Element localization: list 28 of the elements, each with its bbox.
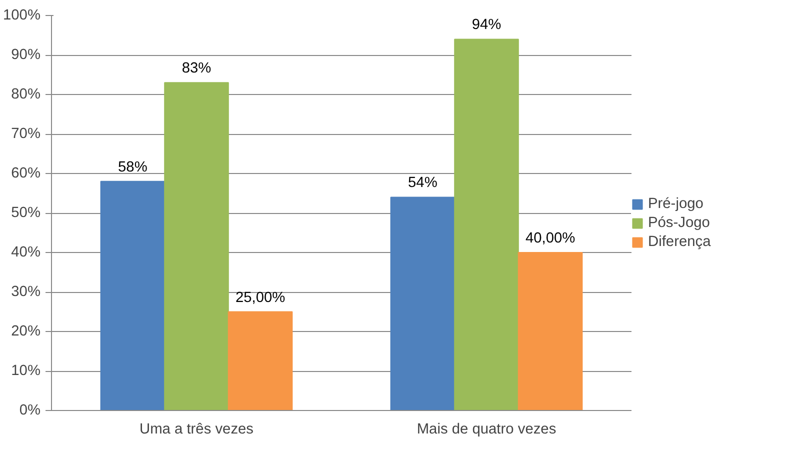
y-tick-label: 10% xyxy=(11,363,41,379)
y-tick-label: 30% xyxy=(11,284,41,300)
y-tick-label: 20% xyxy=(11,324,41,340)
data-label: 54% xyxy=(408,175,438,192)
y-tick-label: 70% xyxy=(11,126,41,142)
bar xyxy=(390,196,456,410)
data-label: 83% xyxy=(182,60,212,77)
data-label: 25,00% xyxy=(235,290,286,306)
bar xyxy=(518,252,583,410)
y-tick-label: 100% xyxy=(3,8,41,24)
data-label: 94% xyxy=(472,17,502,34)
y-tick-label: 40% xyxy=(11,244,41,260)
legend-label: Diferença xyxy=(648,234,711,250)
x-tick-label: Mais de quatro vezes xyxy=(416,422,556,438)
x-tick-label: Uma a três vezes xyxy=(139,422,254,438)
y-tick-label: 90% xyxy=(11,47,41,63)
y-tick-label: 50% xyxy=(11,205,41,221)
bar xyxy=(100,180,166,410)
bar xyxy=(164,82,229,410)
data-label: 40,00% xyxy=(525,230,576,246)
data-label: 58% xyxy=(118,159,148,176)
y-tick-label: 60% xyxy=(11,166,41,182)
bar xyxy=(228,311,293,410)
legend-label: Pré-jogo xyxy=(648,196,704,212)
bar xyxy=(454,38,519,410)
y-tick-label: 0% xyxy=(19,402,41,418)
y-tick-label: 80% xyxy=(11,86,41,102)
legend-label: Pós-Jogo xyxy=(648,215,710,231)
